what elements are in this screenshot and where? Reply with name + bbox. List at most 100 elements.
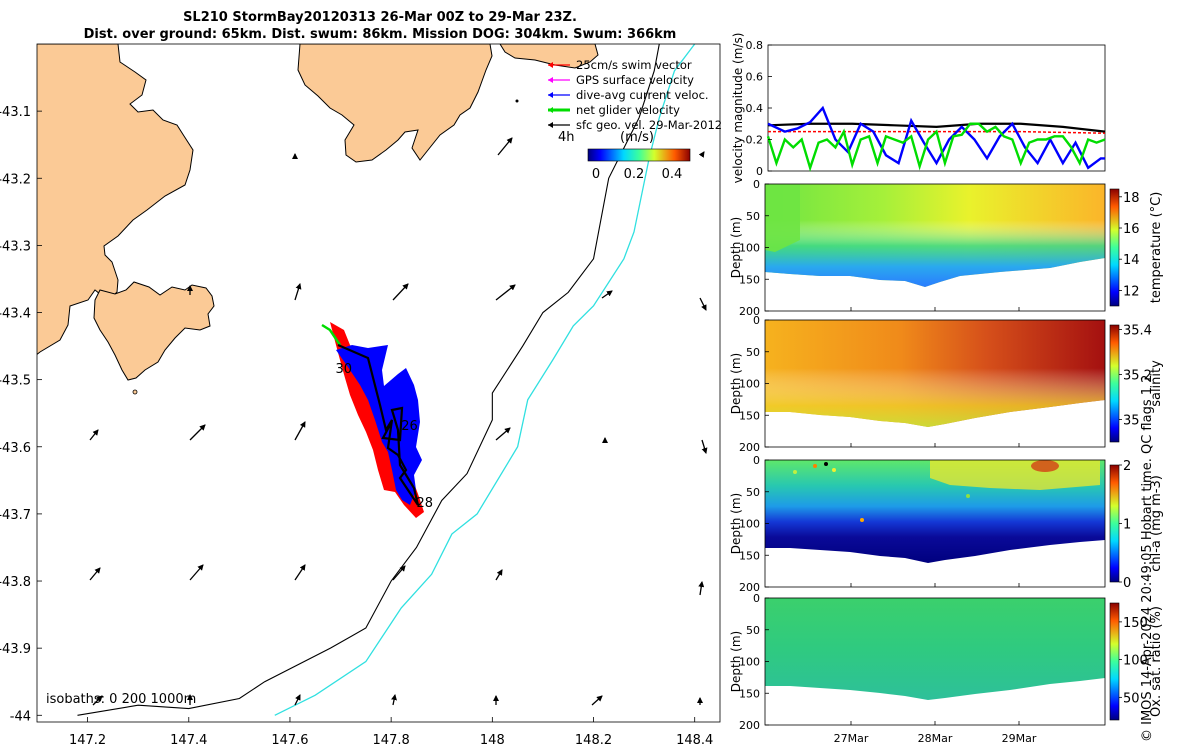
sfc-velocity-arrow: [89, 429, 99, 441]
sfc-velocity-arrow: [495, 427, 511, 441]
speed-colorbar: 4h (m/s) 0 0.2 0.4: [558, 130, 691, 182]
colorbar-tick-label: 35.2: [1123, 369, 1152, 384]
velocity-ylabel: velocity magnitude (m/s): [731, 33, 745, 184]
section-y-tick-label: 150: [739, 687, 760, 700]
legend-label: 25cm/s swim vector: [576, 58, 692, 72]
colorbar-tick-1: 0.2: [624, 167, 645, 182]
map-x-tick-label: 148: [480, 733, 505, 748]
peninsula-land: [93, 281, 215, 381]
map-x-ticks: 147.2 147.4 147.6 147.8 148 148.2 148.4: [69, 717, 713, 748]
sfc-velocity-arrow: [392, 283, 409, 301]
colorbar-label: Ox. sat. ratio (%): [1149, 606, 1164, 717]
colorbar-tick-label: 2: [1123, 459, 1131, 474]
sfc-velocity-arrow: [391, 694, 397, 706]
day-label: 28: [416, 496, 433, 511]
section-ylabel: Depth (m): [729, 217, 743, 278]
tasman-peninsula-land: [37, 44, 194, 356]
scale-label: 4h: [558, 130, 575, 145]
colorbar-tick-label: 16: [1123, 222, 1140, 237]
map-y-tick-label: -43.5: [0, 374, 31, 389]
map-x-tick-label: 147.8: [373, 733, 410, 748]
section-colorbar: [1109, 188, 1120, 307]
isobath-label: isobaths: 0 200 1000m: [46, 692, 196, 707]
chart-subtitle: Dist. over ground: 65km. Dist. swum: 86k…: [83, 27, 677, 42]
section-y-tick-label: 150: [739, 273, 760, 286]
glider-path: [337, 343, 420, 506]
section-y-tick-label: 0: [753, 592, 760, 605]
map-y-tick-label: -43.3: [0, 239, 31, 254]
section-y-tick-label: 0: [753, 178, 760, 191]
track-map: 30 26 28 147.2 147.4 147.6 147.8 148 148.2 148.4…: [0, 43, 722, 748]
sfc-velocity-arrow: [591, 695, 603, 706]
temperature-section: [765, 184, 1105, 287]
legend-arrowhead: [548, 92, 553, 98]
section-colorbar: [1109, 602, 1120, 721]
legend-label: dive-avg current veloc.: [576, 88, 709, 102]
sfc-velocity-arrow: [89, 567, 101, 581]
salinity-section: [765, 320, 1105, 427]
section-y-tick-label: 150: [739, 409, 760, 422]
section-y-tick-label: 0: [753, 454, 760, 467]
sfc-velocity-arrow: [294, 283, 302, 301]
sfc-velocity-arrow: [392, 565, 406, 581]
sfc-velocity-arrow: [189, 564, 204, 581]
section-y-tick-label: 200: [739, 581, 760, 594]
section-x-tick-label: 29Mar: [1002, 732, 1037, 745]
east-land: [499, 44, 599, 69]
oxygen-field: [765, 598, 1105, 700]
sfc-velocity-arrow: [495, 284, 516, 301]
map-x-tick-label: 148.2: [575, 733, 612, 748]
map-x-tick-label: 147.2: [69, 733, 106, 748]
sfc-velocity-arrow: [497, 137, 513, 156]
map-y-tick-label: -43.9: [0, 642, 31, 657]
section-y-tick-label: 150: [739, 549, 760, 562]
legend-label: GPS surface velocity: [576, 73, 694, 87]
colorbar-label: salinity: [1149, 360, 1164, 407]
timestamp-stamp: © IMOS 14-Apr-2024 20:49:05 Hobart time.…: [1140, 374, 1155, 742]
map-y-ticks: -43.1 -43.2 -43.3 -43.4 -43.5 -43.6 -43.7 -43.8…: [0, 105, 42, 724]
colorbar-tick-label: 150: [1123, 616, 1148, 631]
north-land: [297, 44, 493, 163]
velocity-series-line: [766, 122, 1106, 172]
legend-arrowhead: [548, 77, 553, 83]
sfc-velocity-arrow: [701, 439, 708, 454]
velocity-series: [766, 105, 1106, 172]
section-ylabel: Depth (m): [729, 493, 743, 554]
section-colorbar: [1109, 464, 1120, 583]
map-y-tick-label: -43.1: [0, 105, 31, 120]
colorbar-tick-label: 14: [1123, 253, 1140, 268]
velocity-series-line: [768, 130, 1106, 134]
chart-title: SL210 StormBay20120313 26-Mar 00Z to 29-…: [183, 10, 577, 25]
section-x-tick-label: 28Mar: [918, 732, 953, 745]
section-y-tick-label: 100: [739, 518, 760, 531]
colorbar-tick-label: 1: [1123, 518, 1131, 533]
map-y-tick-label: -44: [10, 709, 31, 724]
section-y-tick-label: 200: [739, 305, 760, 318]
sfc-velocity-arrow: [495, 569, 503, 581]
map-y-tick-label: -43.6: [0, 441, 31, 456]
sfc-velocity-arrow: [92, 695, 103, 706]
salinity-deep-layer: [765, 320, 1105, 427]
section-y-tick-label: 50: [746, 486, 760, 499]
velocity-y-tick-label: 0: [756, 165, 763, 178]
sfc-velocity-arrow: [698, 151, 705, 158]
section-y-tick-label: 200: [739, 441, 760, 454]
section-ylabel: Depth (m): [729, 631, 743, 692]
sfc-velocity-arrow: [698, 581, 705, 596]
map-x-tick-label: 147.4: [170, 733, 207, 748]
section-y-tick-label: 100: [739, 378, 760, 391]
velocity-panel: 0 0.2 0.4 0.6 0.8 velocity magnitude (m/s): [731, 33, 1106, 184]
section-x-tick-label: 27Mar: [834, 732, 869, 745]
land-layer: [37, 44, 599, 395]
velocity-y-tick-label: 0.2: [746, 134, 764, 147]
colorbar-tick-0: 0: [592, 167, 600, 182]
sfc-velocity-arrow: [699, 297, 707, 311]
day-labels: 30 26 28: [335, 362, 432, 511]
colorbar-tick-label: 100: [1123, 654, 1148, 669]
map-x-tick-label: 148.4: [676, 733, 713, 748]
velocity-y-tick-label: 0.8: [746, 39, 764, 52]
colorbar-tick-label: 35: [1123, 414, 1140, 429]
legend-label: net glider velocity: [576, 103, 680, 117]
section-ylabel: Depth (m): [729, 353, 743, 414]
